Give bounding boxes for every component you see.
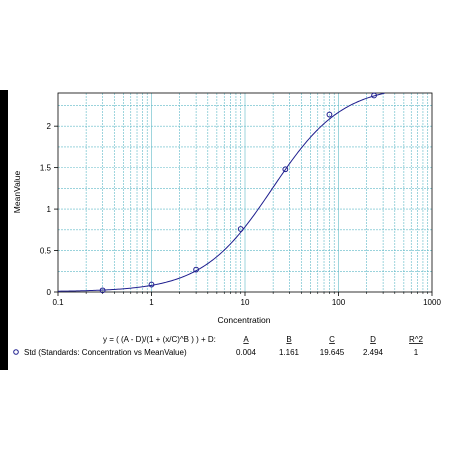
legend-series-label: Std (Standards: Concentration vs MeanVal…: [24, 348, 187, 357]
tick-marks: [54, 125, 433, 296]
x-tick-label: 100: [332, 298, 346, 307]
fit-header: D: [370, 335, 376, 344]
legend-marker: [13, 349, 19, 355]
fit-equation: y = ( (A - D)/(1 + (x/C)^B ) ) + D:: [103, 335, 216, 344]
y-tick-label: 2: [47, 122, 52, 131]
x-tick-label: 1: [149, 298, 154, 307]
y-tick-label: 0: [47, 288, 52, 297]
grid: [58, 93, 432, 292]
x-axis-label: Concentration: [218, 315, 271, 325]
y-tick-label: 1.5: [40, 164, 52, 173]
fit-value: 19.645: [320, 348, 345, 357]
fit-header: R^2: [409, 335, 424, 344]
y-axis-label: MeanValue: [12, 171, 22, 214]
data-point: [148, 281, 155, 288]
fit-headers: A B C D R^2: [243, 335, 423, 344]
fit-value: 2.494: [363, 348, 384, 357]
fit-values: 0.004 1.161 19.645 2.494 1: [236, 348, 419, 357]
fit-curve: [57, 92, 385, 292]
fit-table: y = ( (A - D)/(1 + (x/C)^B ) ) + D: Std …: [13, 335, 424, 357]
x-tick-label: 0.1: [52, 298, 64, 307]
fit-header: C: [329, 335, 335, 344]
fit-header: A: [243, 335, 249, 344]
y-tick-label: 0.5: [40, 247, 52, 256]
x-tick-label: 10: [241, 298, 250, 307]
fit-value: 0.004: [236, 348, 257, 357]
left-edge-bar: [0, 90, 8, 370]
fit-value: 1.161: [279, 348, 300, 357]
fit-header: B: [286, 335, 291, 344]
y-tick-label: 1: [47, 205, 52, 214]
data-point: [371, 92, 377, 99]
data-point: [237, 226, 244, 232]
x-tick-label: 1000: [423, 298, 441, 307]
data-point: [99, 287, 106, 294]
data-point: [326, 111, 333, 118]
data-point: [282, 166, 289, 173]
data-points: [99, 92, 377, 294]
tick-labels: 0.1 1 10 100 1000 0 0.5 1 1.5 2: [40, 122, 442, 307]
data-point: [193, 266, 200, 273]
fit-value: 1: [414, 348, 419, 357]
